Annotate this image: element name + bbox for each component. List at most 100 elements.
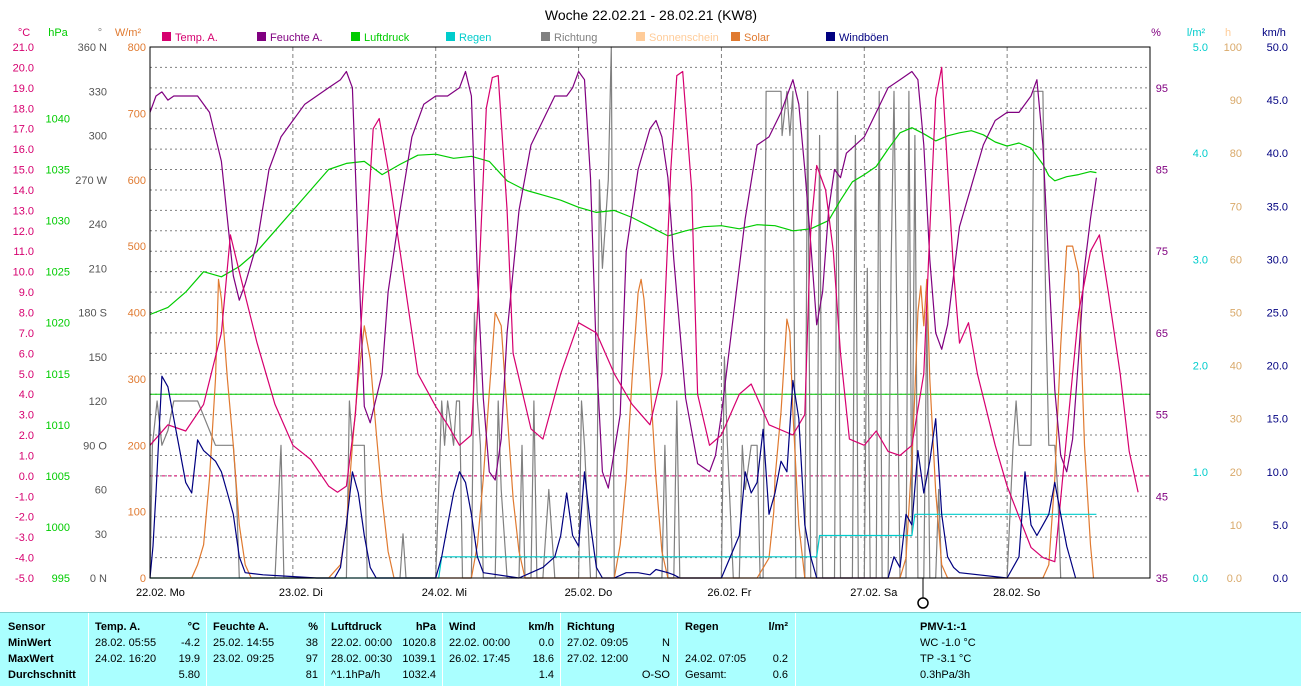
humidity-tick-label: 35 (1156, 573, 1168, 585)
sunshine-tick-label: 50 (1230, 308, 1242, 320)
pressure-tick-label: 1030 (46, 216, 70, 228)
direction-avg-value: O-SO (641, 669, 670, 681)
temp-avg-value: 5.80 (178, 669, 200, 681)
legend-swatch (731, 32, 740, 41)
rain-unit: l/m² (768, 621, 788, 633)
legend-swatch (446, 32, 455, 41)
weather-chart: Woche 22.02.21 - 28.02.21 (KW8) Temp. A.… (13, 7, 1288, 609)
x-tick-label: 22.02. Mo (136, 587, 185, 599)
temp-tick-label: 13.0 (13, 205, 34, 217)
solar-tick-label: 500 (128, 241, 146, 253)
axis-units: °C hPa ° W/m²% l/m² h km/h (18, 27, 1286, 39)
direction-tick-label: 150 (89, 352, 107, 364)
rain-total-label: Gesamt: (685, 669, 727, 681)
pressure-tick-label: 1035 (46, 165, 70, 177)
sunshine-tick-label: 70 (1230, 201, 1242, 213)
temp-tick-label: 18.0 (13, 103, 34, 115)
sunshine-tick-label: 40 (1230, 361, 1242, 373)
temp-tick-label: 0.0 (19, 471, 34, 483)
series-line-solar (150, 245, 1095, 579)
x-tick-label: 26.02. Fr (707, 587, 751, 599)
humidity-max-value: 97 (305, 653, 318, 665)
row-label-max: MaxWert (8, 653, 54, 665)
pressure-header: Luftdruck (331, 621, 382, 633)
wind-min-time: 22.02. 00:00 (449, 637, 511, 649)
rain-max-time: 24.02. 07:05 (685, 653, 747, 665)
direction-tick-label: 30 (95, 529, 107, 541)
humidity-tick-label: 75 (1156, 246, 1168, 258)
wind-avg-value: 1.4 (538, 669, 554, 681)
wind-max-time: 26.02. 17:45 (449, 653, 511, 665)
direction-tick-label: 180 S (78, 308, 107, 320)
humidity-avg-value: 81 (305, 669, 318, 681)
pressure-max-value: 1039.1 (402, 653, 436, 665)
temp-tick-label: 2.0 (19, 430, 34, 442)
legend-label: Temp. A. (175, 32, 218, 44)
temp-tick-label: 17.0 (13, 124, 34, 136)
legend-label: Feuchte A. (270, 32, 323, 44)
legend-label: Windböen (839, 32, 889, 44)
temp-tick-label: 6.0 (19, 348, 34, 360)
temp-tick-label: -4.0 (15, 553, 34, 565)
axis-unit: W/m² (115, 27, 142, 39)
pressure-unit: hPa (415, 621, 436, 633)
axis-unit: h (1225, 27, 1231, 39)
legend-swatch (636, 32, 645, 41)
rain-tick-label: 4.0 (1193, 148, 1208, 160)
humidity-min-value: 38 (305, 637, 318, 649)
wind-tick-label: 40.0 (1267, 148, 1288, 160)
wind-min-value: 0.0 (538, 637, 554, 649)
direction-tick-label: 240 (89, 219, 107, 231)
direction-tick-label: 360 N (78, 42, 107, 54)
series-line-temp (149, 66, 1139, 563)
legend-label: Sonnenschein (649, 32, 719, 44)
axis-unit: ° (98, 27, 102, 39)
wind-header: Wind (449, 621, 476, 633)
rain-tick-label: 2.0 (1193, 361, 1208, 373)
humidity-max-time: 23.02. 09:25 (213, 653, 275, 665)
pressure-max-time: 28.02. 00:30 (331, 653, 393, 665)
direction-tick-label: 0 N (90, 573, 107, 585)
legend-label: Luftdruck (364, 32, 410, 44)
solar-tick-label: 300 (128, 374, 146, 386)
wind-tick-label: 15.0 (1267, 414, 1288, 426)
wind-tick-label: 45.0 (1267, 95, 1288, 107)
temp-tick-label: -1.0 (15, 491, 34, 503)
solar-tick-label: 200 (128, 440, 146, 452)
axis-unit: °C (18, 27, 30, 39)
legend-item: Sonnenschein (636, 32, 719, 44)
rain-header: Regen (685, 621, 719, 633)
humidity-tick-label: 45 (1156, 491, 1168, 503)
direction-tick-label: 330 (89, 86, 107, 98)
pressure-tick-label: 1020 (46, 318, 70, 330)
sunshine-tick-label: 100 (1224, 42, 1242, 54)
legend-swatch (257, 32, 266, 41)
direction-max-time: 27.02. 12:00 (567, 653, 629, 665)
row-label-avg: Durchschnitt (8, 669, 76, 681)
wind-tick-label: 0.0 (1273, 573, 1288, 585)
left-axes: -5.0 -4.0 -3.0 -2.0 -1.0 0.0 1.0 2.0 3.0 4.0 5.0 6.… (13, 42, 146, 585)
rain-max-value: 0.2 (772, 653, 788, 665)
legend-item: Richtung (541, 32, 597, 44)
temp-min-value: -4.2 (181, 637, 200, 649)
direction-tick-label: 270 W (75, 175, 107, 187)
pressure-avg-value: 1032.4 (402, 669, 436, 681)
sunshine-tick-label: 30 (1230, 414, 1242, 426)
temp-tick-label: 4.0 (19, 389, 34, 401)
rain-total-value: 0.6 (772, 669, 788, 681)
temp-tick-label: 15.0 (13, 165, 34, 177)
sunshine-tick-label: 0.0 (1227, 573, 1242, 585)
sunshine-tick-label: 80 (1230, 148, 1242, 160)
temp-tick-label: 3.0 (19, 410, 34, 422)
sunshine-tick-label: 10 (1230, 520, 1242, 532)
wind-tick-label: 50.0 (1267, 42, 1288, 54)
pressure-tick-label: 1010 (46, 420, 70, 432)
plot-frame (149, 46, 1151, 579)
direction-header: Richtung (567, 621, 615, 633)
wind-unit: km/h (528, 621, 554, 633)
pressure-trend: ^1.1hPa/h (331, 669, 381, 681)
temp-tick-label: 19.0 (13, 83, 34, 95)
axis-unit: l/m² (1187, 27, 1206, 39)
row-label-sensor: Sensor (8, 621, 46, 633)
temp-tick-label: 20.0 (13, 62, 34, 74)
